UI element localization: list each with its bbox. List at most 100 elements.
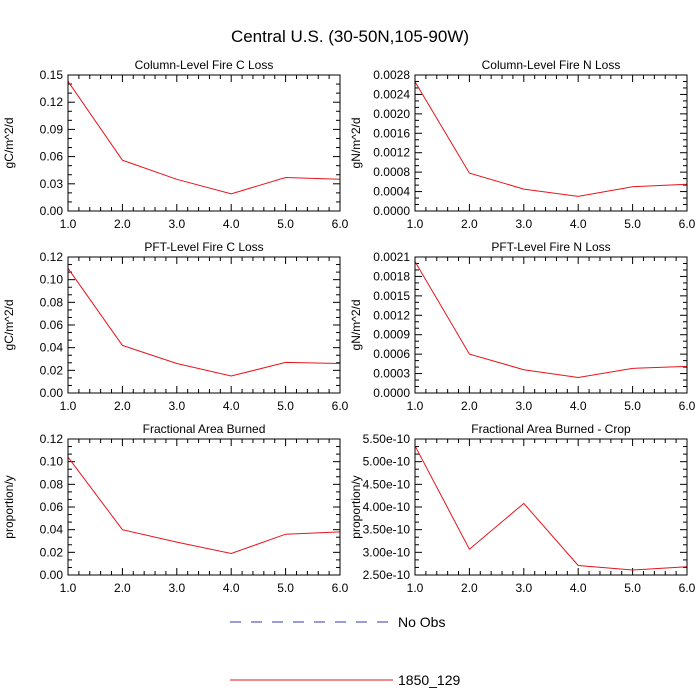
y-tick-label: 0.02 <box>40 363 64 377</box>
x-tick-label: 6.0 <box>332 581 349 595</box>
legend: No Obs 1850_129 <box>230 614 461 688</box>
x-tick-label: 1.0 <box>407 399 424 413</box>
y-tick-label: 0.0004 <box>373 185 410 199</box>
x-tick-label: 6.0 <box>679 581 696 595</box>
y-tick-label: 0.0000 <box>373 386 410 400</box>
y-axis-label: gN/m^2/d <box>349 300 363 351</box>
x-tick-label: 5.0 <box>624 217 641 231</box>
plot-frame <box>67 256 341 394</box>
y-tick-label: 3.00e-10 <box>363 545 411 559</box>
series-line-1850_129 <box>414 445 688 571</box>
x-tick-label: 1.0 <box>60 217 77 231</box>
x-tick-label: 3.0 <box>168 581 185 595</box>
y-tick-label: 0.06 <box>40 150 64 164</box>
y-tick-label: 0.10 <box>40 455 64 469</box>
y-tick-label: 0.0018 <box>373 269 410 283</box>
x-tick-label: 1.0 <box>60 399 77 413</box>
x-tick-label: 5.0 <box>277 581 294 595</box>
chart-title: Column-Level Fire C Loss <box>135 58 274 72</box>
y-tick-label: 0.0009 <box>373 328 410 342</box>
x-tick-label: 3.0 <box>168 399 185 413</box>
x-tick-label: 5.0 <box>277 399 294 413</box>
x-tick-label: 6.0 <box>679 217 696 231</box>
x-tick-label: 2.0 <box>461 399 478 413</box>
figure-title: Central U.S. (30-50N,105-90W) <box>231 27 469 46</box>
y-axis-label: proportion/y <box>349 475 363 538</box>
x-tick-label: 2.0 <box>114 217 131 231</box>
y-tick-label: 0.09 <box>40 122 64 136</box>
y-axis-label: gC/m^2/d <box>2 118 16 169</box>
y-axis-label: gN/m^2/d <box>349 118 363 169</box>
x-tick-label: 5.0 <box>277 217 294 231</box>
plot-frame <box>414 74 688 212</box>
x-tick-label: 3.0 <box>168 217 185 231</box>
y-tick-label: 0.0021 <box>373 250 410 264</box>
y-tick-label: 0.15 <box>40 68 64 82</box>
y-tick-label: 0.0006 <box>373 347 410 361</box>
x-tick-label: 1.0 <box>60 581 77 595</box>
y-axis-label: proportion/y <box>2 475 16 538</box>
x-tick-label: 4.0 <box>570 581 587 595</box>
y-tick-label: 0.10 <box>40 273 64 287</box>
y-tick-label: 0.08 <box>40 477 64 491</box>
series-line-1850_129 <box>414 81 688 197</box>
x-tick-label: 2.0 <box>114 581 131 595</box>
x-tick-label: 2.0 <box>114 399 131 413</box>
x-tick-label: 1.0 <box>407 581 424 595</box>
x-tick-label: 5.0 <box>624 399 641 413</box>
y-tick-label: 0.0012 <box>373 308 410 322</box>
plot-frame <box>414 256 688 394</box>
x-tick-label: 4.0 <box>223 581 240 595</box>
y-tick-label: 0.0015 <box>373 289 410 303</box>
y-tick-label: 0.04 <box>40 341 64 355</box>
x-tick-label: 2.0 <box>461 217 478 231</box>
chart-title: Column-Level Fire N Loss <box>482 58 621 72</box>
chart-panel-4: PFT-Level Fire N Loss gN/m^2/d 0.0000 0.000… <box>349 240 696 413</box>
x-tick-label: 4.0 <box>570 217 587 231</box>
chart-title: PFT-Level Fire C Loss <box>144 240 263 254</box>
y-tick-label: 0.06 <box>40 500 64 514</box>
x-tick-label: 1.0 <box>407 217 424 231</box>
series-line-1850_129 <box>67 456 341 555</box>
y-tick-label: 0.04 <box>40 523 64 537</box>
chart-title: Fractional Area Burned <box>143 422 266 436</box>
plot-frame <box>67 74 341 212</box>
plot-frame <box>67 438 341 576</box>
series-line-1850_129 <box>414 261 688 379</box>
y-tick-label: 5.00e-10 <box>363 455 411 469</box>
chart-panel-5: Fractional Area Burned proportion/y 0.00 0.… <box>2 422 349 595</box>
x-tick-label: 6.0 <box>332 399 349 413</box>
y-tick-label: 0.12 <box>40 95 64 109</box>
y-tick-label: 0.0016 <box>373 126 410 140</box>
y-tick-label: 0.02 <box>40 545 64 559</box>
y-tick-label: 0.0020 <box>373 107 410 121</box>
panels: Column-Level Fire C Loss gC/m^2/d 0.00 0.03… <box>2 58 696 595</box>
x-tick-label: 3.0 <box>515 217 532 231</box>
x-tick-label: 5.0 <box>624 581 641 595</box>
x-tick-label: 4.0 <box>223 217 240 231</box>
y-tick-label: 4.00e-10 <box>363 500 411 514</box>
chart-panel-3: PFT-Level Fire C Loss gC/m^2/d 0.00 0.02 0.0… <box>2 240 349 413</box>
legend-1850-129-label: 1850_129 <box>398 672 461 688</box>
chart-panel-2: Column-Level Fire N Loss gN/m^2/d 0.0000 0.… <box>349 58 696 231</box>
y-tick-label: 0.0008 <box>373 165 410 179</box>
y-tick-label: 2.50e-10 <box>363 568 411 582</box>
x-tick-label: 2.0 <box>461 581 478 595</box>
x-tick-label: 6.0 <box>679 399 696 413</box>
y-tick-label: 0.03 <box>40 177 64 191</box>
y-tick-label: 3.50e-10 <box>363 523 411 537</box>
y-axis-label: gC/m^2/d <box>2 300 16 351</box>
y-tick-label: 0.06 <box>40 318 64 332</box>
y-tick-label: 0.0028 <box>373 68 410 82</box>
y-tick-label: 0.12 <box>40 250 64 264</box>
x-tick-label: 6.0 <box>332 217 349 231</box>
chart-title: PFT-Level Fire N Loss <box>491 240 610 254</box>
y-tick-label: 0.0003 <box>373 367 410 381</box>
chart-panel-6: Fractional Area Burned - Crop proportion/… <box>349 422 696 595</box>
x-tick-label: 4.0 <box>570 399 587 413</box>
chart-title: Fractional Area Burned - Crop <box>471 422 631 436</box>
y-tick-label: 0.00 <box>40 386 64 400</box>
y-tick-label: 0.0024 <box>373 87 410 101</box>
x-tick-label: 4.0 <box>223 399 240 413</box>
